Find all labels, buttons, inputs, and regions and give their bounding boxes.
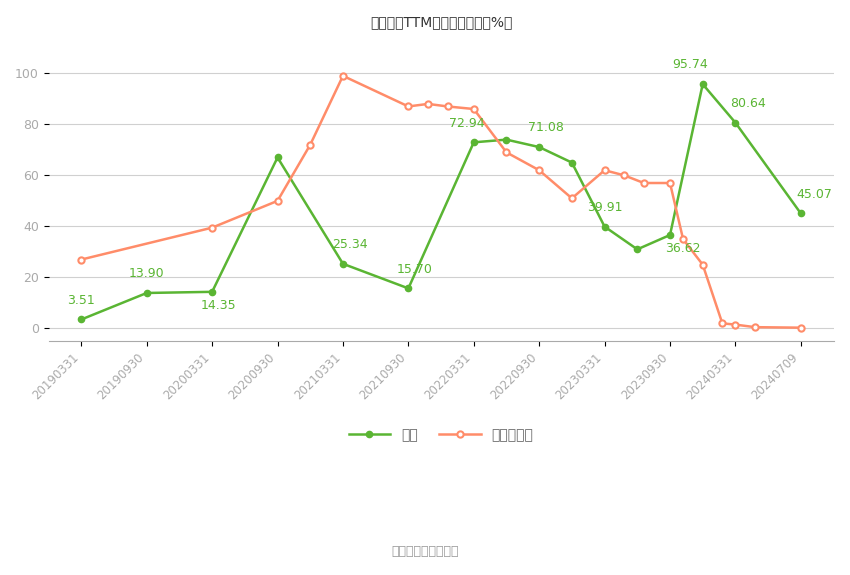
- 行业中位数: [502, 149, 512, 156]
- 行业中位数: [207, 224, 218, 231]
- 公司: [403, 285, 413, 292]
- Line: 行业中位数: 行业中位数: [78, 72, 804, 331]
- Text: 45.07: 45.07: [796, 187, 832, 201]
- 公司: [534, 144, 544, 151]
- Title: 市销率（TTM）历史百分位（%）: 市销率（TTM）历史百分位（%）: [370, 15, 513, 29]
- 公司: [207, 289, 218, 296]
- Text: 95.74: 95.74: [672, 59, 707, 71]
- 公司: [337, 260, 348, 267]
- 行业中位数: [717, 320, 728, 327]
- 行业中位数: [443, 103, 453, 110]
- 行业中位数: [534, 167, 544, 174]
- 公司: [76, 316, 87, 323]
- Text: 39.91: 39.91: [586, 201, 622, 214]
- Text: 36.62: 36.62: [666, 243, 701, 255]
- Text: 13.90: 13.90: [129, 267, 165, 280]
- Text: 25.34: 25.34: [332, 238, 367, 251]
- 行业中位数: [730, 321, 740, 328]
- 公司: [698, 81, 708, 87]
- 公司: [599, 223, 609, 230]
- 公司: [665, 232, 675, 239]
- Text: 80.64: 80.64: [731, 97, 767, 110]
- 行业中位数: [665, 179, 675, 186]
- 公司: [502, 136, 512, 143]
- 行业中位数: [638, 179, 649, 186]
- Text: 3.51: 3.51: [67, 294, 95, 306]
- Text: 数据来源：恒生聚源: 数据来源：恒生聚源: [391, 545, 459, 558]
- Text: 72.94: 72.94: [450, 117, 485, 129]
- 公司: [796, 210, 806, 217]
- 行业中位数: [337, 72, 348, 79]
- Text: 71.08: 71.08: [528, 121, 564, 135]
- 行业中位数: [403, 103, 413, 110]
- 公司: [632, 246, 643, 253]
- 公司: [142, 290, 152, 297]
- 行业中位数: [273, 197, 283, 204]
- 行业中位数: [796, 324, 806, 331]
- 行业中位数: [76, 256, 87, 263]
- 行业中位数: [305, 141, 315, 148]
- 行业中位数: [468, 106, 479, 113]
- 行业中位数: [599, 167, 609, 174]
- 行业中位数: [619, 172, 629, 179]
- Text: 14.35: 14.35: [201, 299, 236, 312]
- Text: 15.70: 15.70: [397, 263, 433, 275]
- 行业中位数: [698, 261, 708, 268]
- 公司: [468, 139, 479, 146]
- 公司: [730, 119, 740, 126]
- 行业中位数: [750, 324, 760, 331]
- 公司: [273, 154, 283, 161]
- Legend: 公司, 行业中位数: 公司, 行业中位数: [343, 423, 539, 448]
- 行业中位数: [678, 236, 689, 243]
- 行业中位数: [567, 195, 577, 202]
- 行业中位数: [423, 101, 434, 108]
- Line: 公司: 公司: [78, 81, 804, 323]
- 公司: [567, 159, 577, 166]
